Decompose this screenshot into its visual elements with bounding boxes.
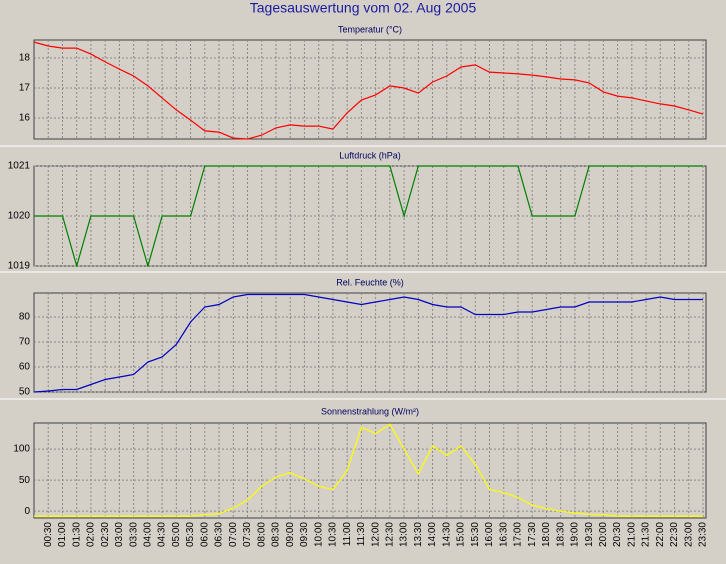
- series: [34, 165, 703, 267]
- y-tick-label: 1019: [8, 261, 31, 272]
- series: [34, 41, 704, 140]
- x-tick-label: 21:30: [641, 522, 652, 547]
- y-tick-label: 80: [19, 312, 31, 323]
- plot-area: [33, 39, 707, 140]
- x-tick-label: 10:30: [328, 522, 339, 547]
- plot-area: [33, 422, 707, 519]
- x-tick-label: 10:00: [313, 522, 324, 547]
- panel-title: Temperatur (°C): [338, 24, 402, 34]
- x-tick-label: 00:30: [43, 522, 54, 547]
- x-tick-label: 23:00: [683, 522, 694, 547]
- x-tick-label: 19:00: [570, 522, 581, 547]
- x-tick-label: 15:00: [456, 522, 467, 547]
- y-tick-label: 17: [19, 83, 31, 94]
- x-tick-label: 01:00: [57, 522, 68, 547]
- x-tick-label: 12:00: [370, 522, 381, 547]
- panel-title: Luftdruck (hPa): [339, 150, 401, 160]
- x-tick-label: 18:00: [541, 522, 552, 547]
- x-tick-label: 03:00: [114, 522, 125, 547]
- x-tick-label: 15:30: [470, 522, 481, 547]
- x-tick-label: 22:00: [655, 522, 666, 547]
- y-tick-label: 18: [19, 53, 31, 64]
- x-tick-label: 03:30: [128, 522, 139, 547]
- data-line: [34, 165, 703, 267]
- x-tick-label: 05:00: [171, 522, 182, 547]
- x-tick-label: 19:30: [584, 522, 595, 547]
- y-tick-label: 60: [19, 362, 31, 373]
- x-tick-label: 16:30: [498, 522, 509, 547]
- x-tick-label: 18:30: [555, 522, 566, 547]
- series: [34, 293, 703, 393]
- series: [34, 423, 703, 517]
- x-tick-label: 04:00: [143, 522, 154, 547]
- x-tick-label: 17:30: [527, 522, 538, 547]
- x-tick-label: 13:00: [399, 522, 410, 547]
- x-tick-label: 21:00: [626, 522, 637, 547]
- x-tick-label: 11:00: [342, 522, 353, 547]
- x-tick-label: 22:30: [669, 522, 680, 547]
- y-tick-label: 16: [19, 113, 31, 124]
- data-line: [34, 423, 703, 517]
- y-tick-label: 1021: [8, 161, 31, 172]
- y-tick-label: 50: [19, 387, 31, 398]
- y-tick-label: 100: [13, 444, 30, 455]
- x-tick-label: 13:30: [413, 522, 424, 547]
- x-tick-label: 07:30: [242, 522, 253, 547]
- y-tick-label: 1020: [8, 211, 31, 222]
- x-tick-label: 11:30: [356, 522, 367, 547]
- x-tick-label: 06:00: [199, 522, 210, 547]
- x-tick-label: 17:00: [513, 522, 524, 547]
- data-line: [34, 293, 703, 393]
- x-tick-label: 12:30: [384, 522, 395, 547]
- panel-title: Rel. Feuchte (%): [336, 277, 404, 287]
- x-tick-label: 06:30: [214, 522, 225, 547]
- x-tick-label: 09:00: [285, 522, 296, 547]
- x-tick-label: 05:30: [185, 522, 196, 547]
- y-tick-label: 50: [19, 475, 31, 486]
- x-tick-label: 14:30: [441, 522, 452, 547]
- x-tick-label: 01:30: [71, 522, 82, 547]
- x-tick-label: 02:30: [100, 522, 111, 547]
- x-tick-label: 23:30: [698, 522, 709, 547]
- data-line: [34, 41, 704, 140]
- x-tick-label: 02:00: [86, 522, 97, 547]
- x-tick-label: 07:00: [228, 522, 239, 547]
- x-tick-label: 20:00: [598, 522, 609, 547]
- panel-title: Sonnenstrahlung (W/m²): [321, 406, 419, 416]
- x-tick-label: 08:00: [256, 522, 267, 547]
- y-tick-label: 70: [19, 337, 31, 348]
- x-tick-label: 08:30: [271, 522, 282, 547]
- x-tick-label: 20:30: [612, 522, 623, 547]
- x-tick-label: 09:30: [299, 522, 310, 547]
- y-tick-label: 0: [24, 506, 30, 517]
- page-title: Tagesauswertung vom 02. Aug 2005: [250, 0, 477, 16]
- x-tick-label: 14:00: [427, 522, 438, 547]
- x-tick-label: 16:00: [484, 522, 495, 547]
- x-tick-label: 04:30: [157, 522, 168, 547]
